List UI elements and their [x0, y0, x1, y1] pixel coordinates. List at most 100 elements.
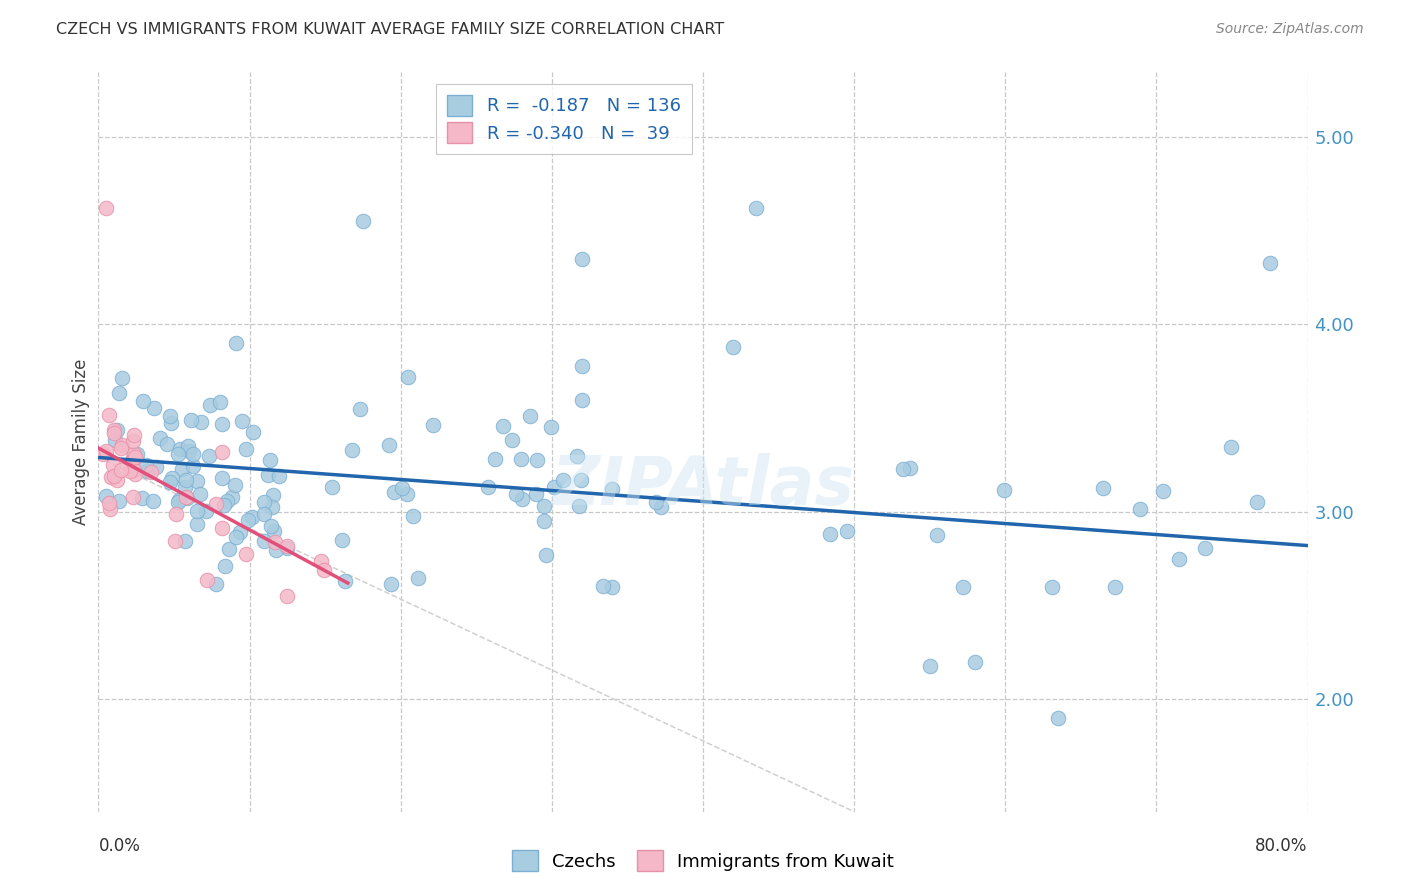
- Point: [111, 371, 134, 385]
- Point: [568, 499, 591, 513]
- Point: [165, 507, 187, 521]
- Point: [172, 462, 194, 476]
- Point: [108, 386, 131, 401]
- Point: [526, 452, 548, 467]
- Point: [176, 491, 198, 505]
- Point: [264, 543, 287, 558]
- Point: [118, 464, 141, 478]
- Point: [96, 443, 118, 458]
- Point: [509, 452, 531, 467]
- Point: [212, 498, 235, 512]
- Point: [382, 484, 405, 499]
- Point: [181, 447, 204, 461]
- Point: [107, 493, 129, 508]
- Point: [141, 465, 163, 479]
- Point: [107, 423, 129, 437]
- Point: [211, 470, 233, 484]
- Point: [925, 528, 948, 542]
- Point: [122, 463, 145, 477]
- Point: [195, 573, 218, 587]
- Point: [321, 480, 343, 494]
- Point: [160, 471, 183, 485]
- Point: [211, 521, 233, 535]
- Point: [145, 459, 167, 474]
- Point: [205, 577, 228, 591]
- Point: [174, 491, 197, 505]
- Legend: Czechs, Immigrants from Kuwait: Czechs, Immigrants from Kuwait: [505, 843, 901, 879]
- Point: [180, 413, 202, 427]
- Point: [269, 469, 291, 483]
- Point: [993, 483, 1015, 497]
- Point: [422, 417, 444, 432]
- Point: [276, 540, 298, 554]
- Point: [132, 393, 155, 408]
- Point: [312, 563, 335, 577]
- Point: [110, 441, 132, 455]
- Point: [177, 439, 200, 453]
- Point: [101, 458, 124, 472]
- Point: [173, 533, 195, 548]
- Point: [169, 493, 191, 508]
- Point: [501, 434, 523, 448]
- Point: [159, 409, 181, 423]
- Point: [484, 452, 506, 467]
- Point: [543, 480, 565, 494]
- Point: [1091, 481, 1114, 495]
- Point: [352, 214, 374, 228]
- Point: [122, 447, 145, 461]
- Point: [135, 458, 157, 472]
- Point: [818, 527, 841, 541]
- Point: [571, 392, 593, 407]
- Point: [124, 467, 146, 482]
- Point: [1129, 502, 1152, 516]
- Point: [402, 509, 425, 524]
- Point: [330, 533, 353, 548]
- Point: [235, 547, 257, 561]
- Point: [898, 461, 921, 475]
- Point: [135, 464, 157, 478]
- Point: [600, 482, 623, 496]
- Point: [965, 655, 987, 669]
- Point: [186, 516, 208, 531]
- Point: [276, 589, 298, 603]
- Point: [159, 475, 181, 489]
- Point: [406, 571, 429, 585]
- Point: [104, 433, 127, 447]
- Point: [540, 420, 562, 434]
- Point: [891, 462, 914, 476]
- Point: [571, 252, 593, 266]
- Point: [510, 491, 533, 506]
- Point: [211, 445, 233, 459]
- Point: [391, 481, 413, 495]
- Point: [111, 438, 134, 452]
- Point: [1246, 495, 1268, 509]
- Point: [131, 491, 153, 505]
- Point: [242, 425, 264, 440]
- Point: [190, 415, 212, 429]
- Point: [122, 453, 145, 467]
- Point: [103, 425, 125, 440]
- Point: [167, 447, 190, 461]
- Point: [340, 442, 363, 457]
- Point: [1104, 580, 1126, 594]
- Point: [644, 495, 666, 509]
- Text: CZECH VS IMMIGRANTS FROM KUWAIT AVERAGE FAMILY SIZE CORRELATION CHART: CZECH VS IMMIGRANTS FROM KUWAIT AVERAGE …: [56, 22, 724, 37]
- Point: [650, 500, 672, 514]
- Point: [492, 418, 515, 433]
- Point: [1219, 440, 1241, 454]
- Point: [221, 490, 243, 504]
- Text: Source: ZipAtlas.com: Source: ZipAtlas.com: [1216, 22, 1364, 37]
- Point: [215, 493, 238, 508]
- Point: [194, 504, 217, 518]
- Point: [571, 359, 593, 373]
- Point: [205, 497, 228, 511]
- Point: [837, 524, 859, 539]
- Point: [143, 401, 166, 416]
- Point: [225, 530, 247, 544]
- Point: [200, 398, 222, 412]
- Point: [309, 553, 332, 567]
- Point: [173, 480, 195, 494]
- Point: [253, 495, 276, 509]
- Point: [186, 504, 208, 518]
- Point: [142, 493, 165, 508]
